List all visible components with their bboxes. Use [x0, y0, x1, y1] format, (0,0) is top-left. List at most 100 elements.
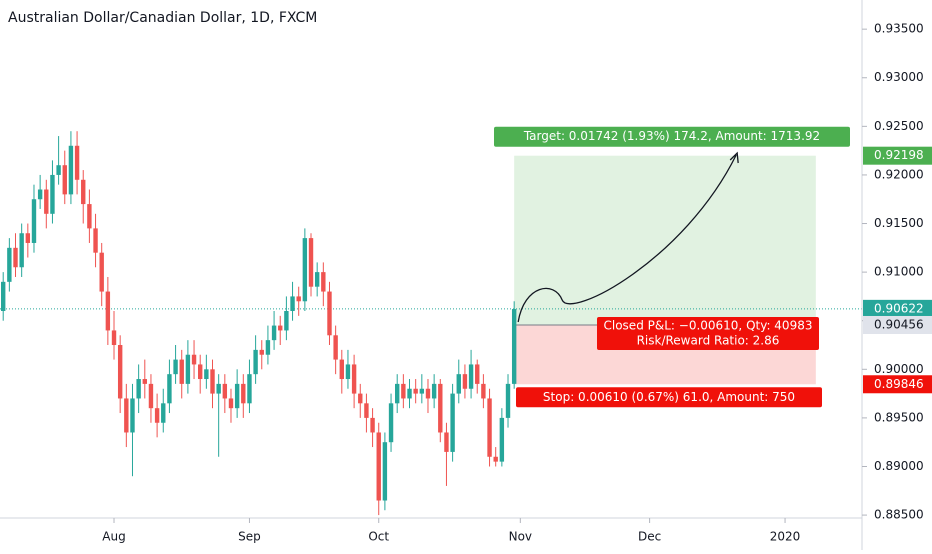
target-price-badge-box — [863, 146, 932, 165]
last-price-badge-box — [863, 299, 932, 318]
candle-body — [431, 383, 437, 399]
candle-body — [25, 233, 31, 243]
candle-body — [81, 179, 86, 205]
candle-body — [351, 364, 357, 394]
candle-body — [487, 398, 492, 457]
candle-body — [444, 432, 449, 452]
candle-body — [56, 165, 61, 175]
candle-body — [191, 354, 197, 365]
candle-body — [50, 174, 55, 214]
stop-price-badge-box — [863, 375, 932, 394]
y-tick-label: 0.91500 — [874, 216, 924, 230]
candle-body — [481, 383, 486, 399]
stop-label: Stop: 0.00610 (0.67%) 61.0, Amount: 750 — [543, 390, 795, 404]
candle-body — [296, 296, 301, 302]
candle-body — [204, 369, 209, 380]
candle-body — [234, 383, 240, 409]
candle-body — [370, 417, 375, 433]
candle-body — [308, 238, 314, 287]
candle-body — [321, 272, 326, 292]
candle-body — [511, 309, 517, 384]
candle-body — [364, 403, 369, 418]
candle-body — [339, 359, 344, 380]
candle-body — [290, 296, 295, 311]
candle-body — [154, 408, 160, 423]
x-tick-label: Oct — [368, 530, 389, 544]
candle-body — [31, 199, 37, 243]
candle-body — [314, 272, 320, 287]
candle-body — [173, 359, 178, 375]
candle-body — [198, 364, 203, 380]
y-tick-label: 0.92500 — [874, 119, 924, 133]
candle-body — [87, 204, 92, 229]
candle-body — [93, 228, 98, 253]
projection-arrow-head — [729, 151, 739, 164]
x-tick-label: Nov — [509, 530, 532, 544]
candle-body — [19, 233, 24, 268]
entry-price-badge: 0.90456 — [874, 317, 924, 331]
candle-body — [265, 340, 271, 355]
candle-body — [179, 359, 184, 384]
candle-body — [345, 364, 351, 380]
candle-body — [111, 330, 117, 346]
candle-body — [271, 325, 277, 341]
candle-body — [241, 383, 246, 404]
candle-body — [407, 388, 412, 399]
candle-body — [247, 374, 252, 404]
candle-body — [1, 281, 6, 311]
candle-body — [74, 145, 80, 180]
candle-body — [105, 291, 111, 331]
y-tick-label: 0.93500 — [874, 22, 924, 36]
candle-body — [382, 442, 388, 501]
candle-body — [358, 393, 363, 404]
x-tick-label: Dec — [638, 530, 661, 544]
candle-body — [148, 383, 154, 409]
candle-body — [419, 388, 425, 394]
x-tick-label: Aug — [102, 530, 125, 544]
y-tick-label: 0.92000 — [874, 167, 924, 181]
plot-area: Target: 0.01742 (1.93%) 174.2, Amount: 1… — [0, 126, 862, 516]
candle-body — [68, 145, 74, 195]
y-tick-label: 0.90000 — [874, 362, 924, 376]
target-label: Target: 0.01742 (1.93%) 174.2, Amount: 1… — [523, 129, 820, 143]
y-tick-label: 0.89500 — [874, 410, 924, 424]
candle-body — [505, 383, 511, 418]
candle-body — [124, 398, 129, 433]
candle-body — [253, 349, 258, 375]
chart-title: Australian Dollar/Canadian Dollar, 1D, F… — [8, 10, 317, 26]
candle-body — [278, 325, 283, 331]
candle-body — [438, 383, 443, 433]
candle-body — [284, 310, 289, 331]
candle-body — [376, 432, 381, 501]
candle-body — [425, 388, 431, 399]
candle-body — [302, 238, 308, 302]
candle-body — [401, 383, 406, 399]
candle-body — [216, 383, 221, 394]
ratio-label: Risk/Reward Ratio: 2.86 — [637, 333, 780, 347]
candle-body — [222, 383, 228, 399]
target-zone — [514, 155, 816, 325]
candle-body — [462, 374, 468, 389]
candle-body — [395, 383, 400, 404]
last-price-badge: 0.90622 — [874, 301, 924, 315]
x-tick-label: 2020 — [770, 530, 801, 544]
candle-body — [228, 398, 234, 409]
target-label-box — [493, 126, 850, 147]
stop-price-badge: 0.89846 — [874, 377, 924, 391]
candle-body — [13, 247, 18, 268]
y-tick-label: 0.91000 — [874, 265, 924, 279]
target-price-badge: 0.92198 — [874, 148, 924, 162]
candle-body — [327, 291, 332, 336]
candle-body — [7, 247, 12, 282]
candle-body — [161, 403, 166, 423]
candle-body — [136, 379, 141, 399]
candle-body — [44, 189, 49, 214]
candle-body — [167, 374, 172, 404]
x-tick-label: Sep — [238, 530, 261, 544]
stop-label-box — [515, 387, 822, 408]
y-tick-label: 0.89000 — [874, 459, 924, 473]
candle-body — [388, 403, 394, 443]
projection-arrow — [517, 154, 737, 323]
